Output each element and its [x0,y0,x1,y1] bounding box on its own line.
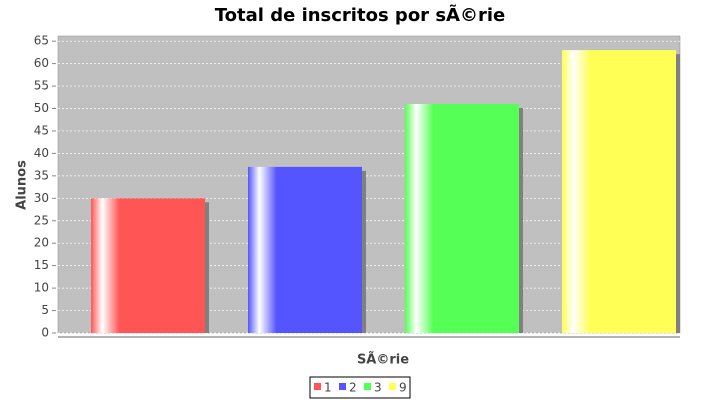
legend-swatch [364,383,371,390]
y-tick-label: 45 [34,123,49,137]
legend [309,376,411,399]
legend-swatch [339,383,346,390]
bar [562,50,676,334]
y-tick-label: 25 [34,213,49,227]
y-tick-label: 35 [34,168,49,182]
y-tick-label: 0 [41,326,49,340]
y-tick-label: 40 [34,146,49,160]
bar [91,198,205,333]
y-tick-label: 10 [34,281,49,295]
y-tick-label: 15 [34,258,49,272]
y-tick-label: 5 [41,303,49,317]
legend-label: 3 [374,381,382,395]
chart-title: Total de inscritos por sÃ©rie [215,3,505,26]
legend-label: 9 [399,381,407,395]
y-tick-label: 30 [34,191,49,205]
y-tick-label: 50 [34,101,49,115]
legend-swatch [389,383,396,390]
legend-label: 2 [349,381,357,395]
legend-label: 1 [324,381,332,395]
y-tick-label: 60 [34,56,49,70]
y-tick-label: 20 [34,236,49,250]
x-axis-label: SÃ©rie [357,352,409,368]
bar [248,166,362,333]
y-axis-label: Alunos [15,160,30,210]
bar [405,104,519,333]
y-tick-label: 55 [34,79,49,93]
legend-swatch [314,383,321,390]
y-tick-label: 65 [34,34,49,48]
